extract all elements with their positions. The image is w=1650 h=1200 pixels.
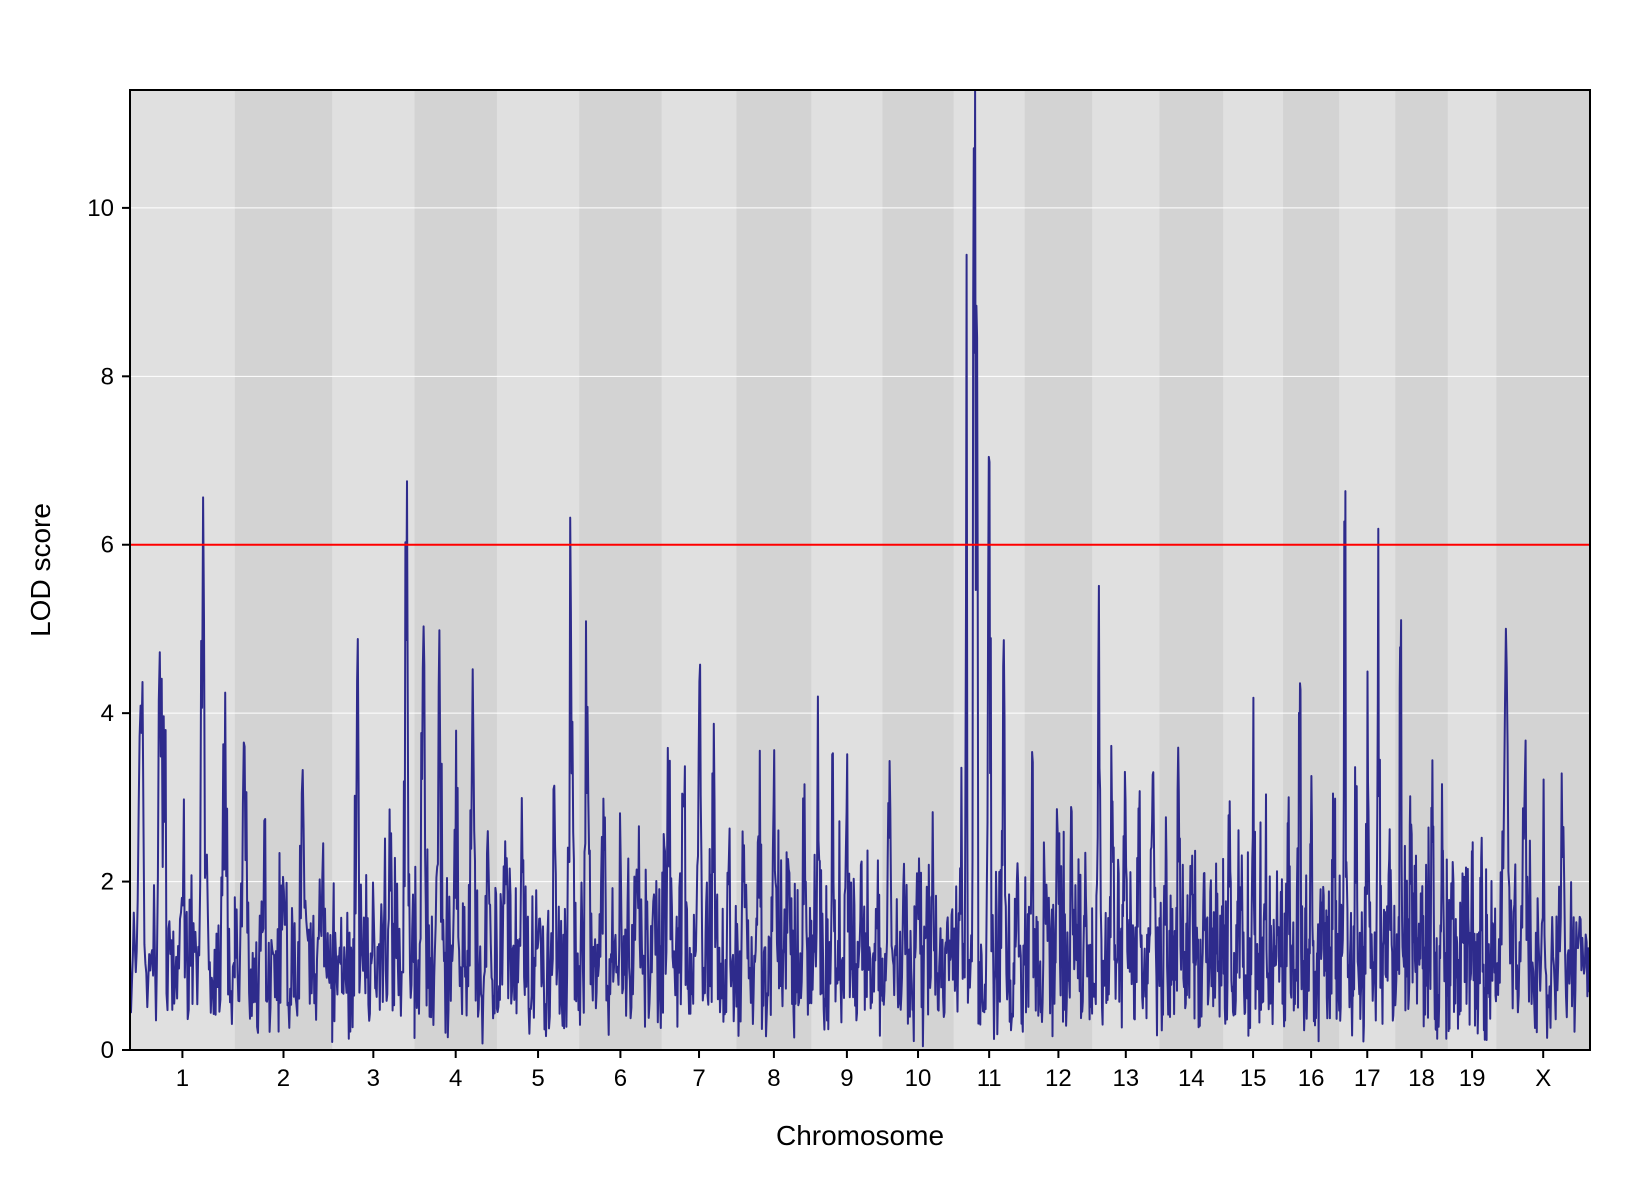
x-tick-label: 5 xyxy=(531,1065,544,1092)
lod-score-chart: 024681012345678910111213141516171819XLOD… xyxy=(0,0,1650,1200)
y-tick-label: 2 xyxy=(101,869,114,896)
y-tick-label: 8 xyxy=(101,363,114,390)
x-tick-label: 4 xyxy=(449,1065,462,1092)
x-tick-label: 12 xyxy=(1045,1065,1072,1092)
y-axis-label: LOD score xyxy=(25,503,56,637)
x-tick-label: 11 xyxy=(977,1065,1002,1092)
y-tick-label: 0 xyxy=(101,1037,114,1064)
x-tick-label: 10 xyxy=(905,1065,932,1092)
x-tick-label: 6 xyxy=(614,1065,627,1092)
x-tick-label: 17 xyxy=(1354,1065,1381,1092)
y-tick-label: 10 xyxy=(87,195,114,222)
x-axis-label: Chromosome xyxy=(776,1120,944,1151)
x-tick-label: 18 xyxy=(1408,1065,1435,1092)
y-tick-label: 6 xyxy=(101,532,114,559)
x-tick-label: 3 xyxy=(367,1065,380,1092)
x-tick-label: 15 xyxy=(1240,1065,1267,1092)
x-tick-label: 14 xyxy=(1178,1065,1205,1092)
x-tick-label: 16 xyxy=(1298,1065,1325,1092)
chromosome-band xyxy=(1159,90,1223,1050)
x-tick-label: 9 xyxy=(840,1065,853,1092)
x-tick-label: 2 xyxy=(277,1065,290,1092)
chart-svg: 024681012345678910111213141516171819XLOD… xyxy=(0,0,1650,1200)
x-tick-label: 8 xyxy=(767,1065,780,1092)
y-tick-label: 4 xyxy=(101,700,114,727)
x-tick-label: 13 xyxy=(1112,1065,1139,1092)
chromosome-band xyxy=(736,90,811,1050)
chromosome-band xyxy=(1025,90,1092,1050)
x-tick-label: X xyxy=(1535,1065,1551,1092)
x-tick-label: 19 xyxy=(1459,1065,1486,1092)
chromosome-band xyxy=(1283,90,1339,1050)
x-tick-label: 7 xyxy=(692,1065,705,1092)
x-tick-label: 1 xyxy=(176,1065,189,1092)
